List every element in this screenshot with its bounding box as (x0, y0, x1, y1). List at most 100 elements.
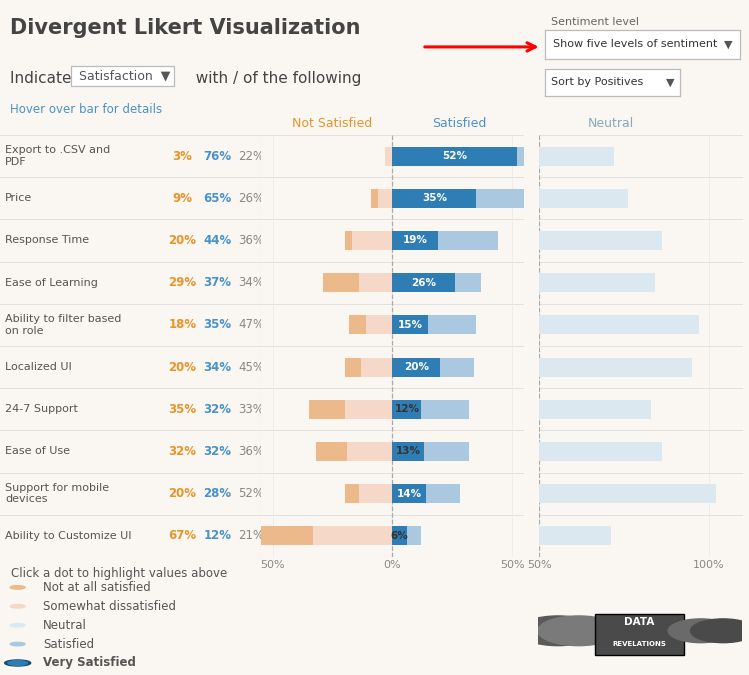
Bar (539, 146, 614, 165)
Bar (392, 358, 440, 377)
Text: Not Satisfied: Not Satisfied (292, 117, 373, 130)
Text: Price: Price (5, 193, 32, 203)
Text: 36%: 36% (238, 234, 264, 247)
Text: 26%: 26% (238, 192, 264, 205)
Text: 29%: 29% (169, 276, 196, 289)
Text: Click a dot to highlight values above: Click a dot to highlight values above (10, 567, 227, 580)
Bar (421, 400, 469, 418)
Bar (345, 400, 392, 418)
Text: 52%: 52% (238, 487, 264, 500)
Bar (392, 189, 476, 208)
Text: DATA: DATA (625, 617, 655, 627)
Bar (539, 400, 652, 418)
Bar (345, 358, 361, 377)
Bar (539, 484, 716, 503)
Text: 14%: 14% (397, 489, 422, 499)
Bar (392, 273, 455, 292)
Text: 9%: 9% (172, 192, 192, 205)
Text: Satisfied: Satisfied (432, 117, 487, 130)
Text: Satisfaction  ▼: Satisfaction ▼ (75, 70, 170, 82)
Circle shape (518, 616, 599, 645)
Circle shape (691, 619, 749, 643)
Bar (476, 189, 548, 208)
Text: 22%: 22% (238, 150, 264, 163)
Bar (428, 315, 476, 334)
Text: 26%: 26% (411, 277, 436, 288)
Text: 12%: 12% (395, 404, 419, 414)
Text: Hover over bar for details: Hover over bar for details (10, 103, 162, 115)
Text: 3%: 3% (172, 150, 192, 163)
Text: Somewhat dissatisfied: Somewhat dissatisfied (43, 600, 176, 613)
Bar (309, 400, 345, 418)
Bar (392, 442, 424, 461)
Text: 24-7 Support: 24-7 Support (5, 404, 78, 414)
Circle shape (10, 586, 25, 589)
Bar (539, 273, 655, 292)
Bar (392, 484, 426, 503)
Bar (345, 484, 359, 503)
Text: 32%: 32% (204, 445, 231, 458)
Bar (440, 358, 474, 377)
Text: 20%: 20% (404, 362, 429, 372)
Bar (345, 231, 352, 250)
Text: 32%: 32% (169, 445, 196, 458)
Bar (347, 442, 392, 461)
Bar (352, 231, 392, 250)
Circle shape (538, 616, 619, 645)
Text: Neutral: Neutral (43, 619, 87, 632)
Text: 67%: 67% (169, 529, 196, 542)
Text: 52%: 52% (443, 151, 467, 161)
Text: 34%: 34% (204, 360, 231, 373)
Bar (392, 400, 421, 418)
Circle shape (10, 643, 25, 646)
Bar (359, 273, 392, 292)
Text: Export to .CSV and
PDF: Export to .CSV and PDF (5, 145, 110, 167)
Text: ▼: ▼ (666, 78, 675, 87)
Text: Ability to filter based
on role: Ability to filter based on role (5, 314, 121, 335)
Circle shape (8, 661, 28, 666)
Bar (517, 146, 574, 165)
Bar (392, 146, 517, 165)
Bar (232, 526, 313, 545)
Bar (539, 315, 699, 334)
Text: 44%: 44% (204, 234, 231, 247)
Text: with / of the following: with / of the following (186, 71, 361, 86)
Text: Localized UI: Localized UI (5, 362, 72, 372)
Bar (392, 231, 438, 250)
Text: Ability to Customize UI: Ability to Customize UI (5, 531, 132, 541)
Bar (407, 526, 421, 545)
Text: 45%: 45% (238, 360, 264, 373)
Text: 76%: 76% (204, 150, 231, 163)
Bar (316, 442, 347, 461)
Text: 6%: 6% (391, 531, 408, 541)
Text: Satisfied: Satisfied (43, 638, 94, 651)
Bar (539, 442, 661, 461)
Bar (349, 315, 366, 334)
Text: Ease of Learning: Ease of Learning (5, 277, 98, 288)
Text: Ease of Use: Ease of Use (5, 446, 70, 456)
Text: Indicate: Indicate (10, 71, 76, 86)
Bar (378, 189, 392, 208)
Text: Neutral: Neutral (587, 117, 634, 130)
Circle shape (668, 619, 733, 643)
Text: 37%: 37% (204, 276, 231, 289)
Text: 35%: 35% (422, 193, 447, 203)
Text: Sort by Positives: Sort by Positives (551, 78, 643, 87)
Text: REVELATIONS: REVELATIONS (613, 641, 667, 647)
Text: 20%: 20% (169, 487, 196, 500)
Bar (392, 315, 428, 334)
FancyBboxPatch shape (595, 614, 685, 655)
Bar (361, 358, 392, 377)
Text: Very Satisfied: Very Satisfied (43, 657, 136, 670)
Text: 12%: 12% (204, 529, 231, 542)
Circle shape (10, 624, 25, 627)
Text: Support for mobile
devices: Support for mobile devices (5, 483, 109, 504)
Bar (366, 315, 392, 334)
Text: 35%: 35% (204, 319, 231, 331)
Text: ▼: ▼ (724, 39, 733, 49)
Bar (438, 231, 498, 250)
Text: 33%: 33% (239, 403, 264, 416)
Circle shape (10, 605, 25, 608)
Text: 19%: 19% (403, 236, 428, 246)
Bar (371, 189, 378, 208)
